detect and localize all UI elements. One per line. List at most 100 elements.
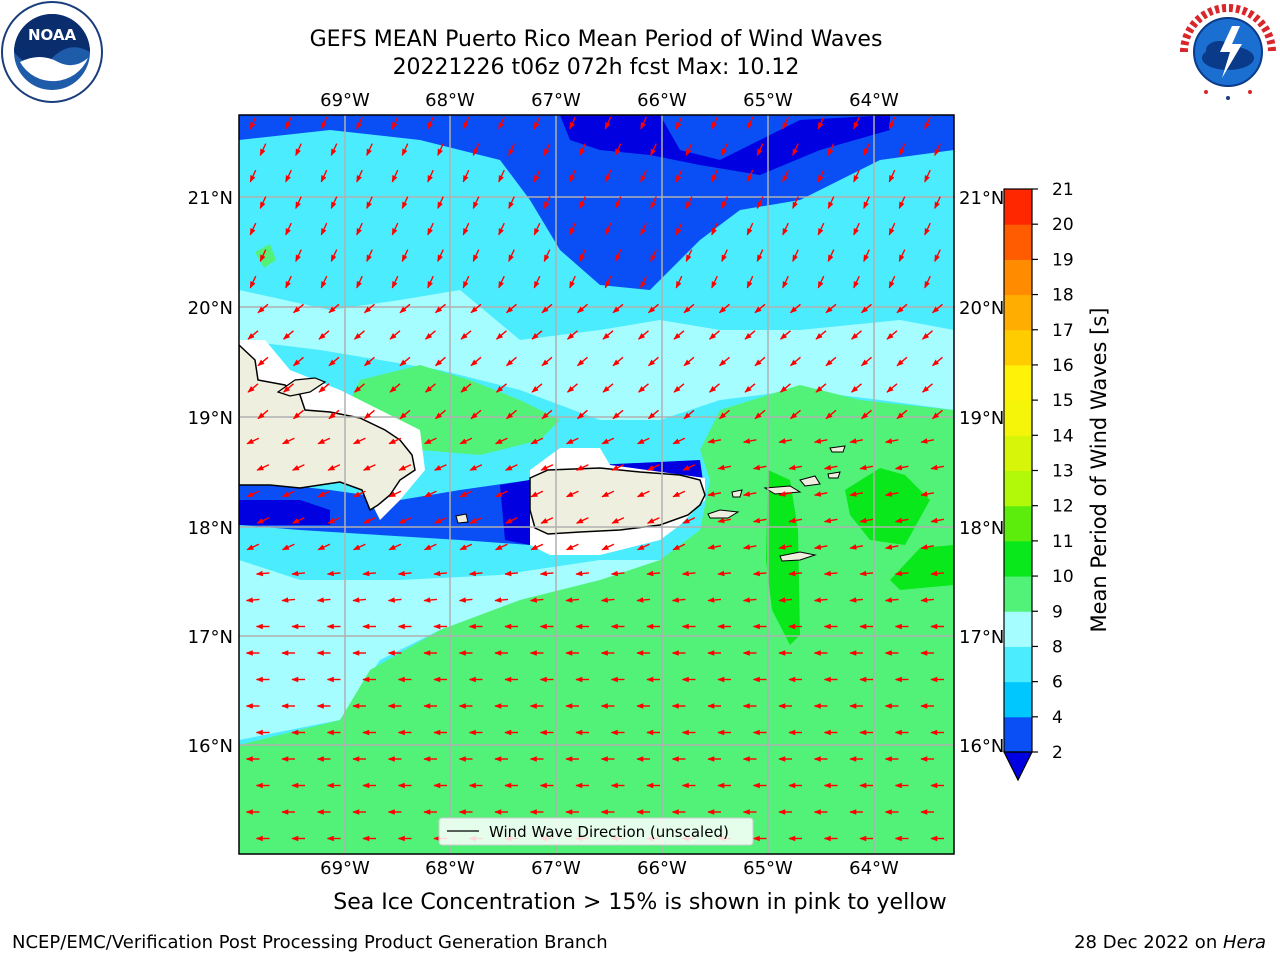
wave-direction-arrow (292, 303, 304, 314)
wave-direction-arrow (853, 169, 860, 183)
wave-direction-arrow (746, 116, 754, 130)
wave-period-field-8-9 (239, 290, 954, 420)
wave-direction-arrow (711, 275, 718, 289)
wave-direction-arrow (565, 597, 580, 603)
wave-direction-arrow (326, 570, 341, 577)
wave-direction-arrow (423, 543, 437, 551)
wave-direction-arrow (285, 275, 292, 289)
wave-direction-arrow (610, 570, 625, 577)
wave-direction-arrow (352, 490, 366, 498)
wave-direction-arrow (894, 570, 909, 577)
wave-direction-arrow (859, 570, 874, 577)
lat-label-left: 21°N (188, 188, 233, 209)
wave-direction-arrow (614, 196, 622, 210)
svg-text:NOAA: NOAA (28, 26, 77, 44)
wave-period-field-10-11-east (845, 468, 930, 545)
wave-direction-arrow (792, 249, 799, 263)
wave-direction-arrow (320, 169, 328, 183)
chart-subtitle: 20221226 t06z 072h fcst Max: 10.12 (392, 55, 800, 80)
wave-direction-arrow (752, 464, 767, 471)
wave-direction-arrow (316, 597, 331, 603)
wave-direction-arrow (827, 196, 835, 210)
wave-direction-arrow (813, 544, 828, 550)
wave-direction-arrow (646, 517, 660, 524)
wave-direction-arrow (708, 330, 720, 340)
wave-direction-arrow (683, 409, 695, 420)
wave-direction-arrow (498, 169, 505, 183)
wave-direction-arrow (327, 517, 341, 524)
wave-direction-arrow (683, 303, 695, 314)
graticule (239, 115, 954, 854)
wave-direction-arrow (458, 597, 473, 603)
wave-direction-arrow (711, 222, 718, 236)
footer-date-text: 28 Dec 2022 on (1074, 932, 1223, 953)
wave-direction-arrow (930, 517, 945, 524)
colorbar-segment (1004, 716, 1032, 753)
wave-direction-arrow (472, 143, 480, 157)
wave-direction-arrow (884, 544, 899, 550)
wave-direction-arrow (565, 490, 579, 498)
wave-direction-arrow (650, 249, 657, 263)
wave-direction-arrow (470, 303, 482, 314)
wave-direction-arrow (920, 597, 935, 603)
colorbar-segment (1004, 329, 1032, 366)
wave-direction-arrow (754, 409, 766, 420)
wave-direction-arrow (683, 356, 695, 367)
wave-direction-arrow (789, 303, 801, 314)
wave-direction-arrow (399, 356, 411, 367)
wave-direction-arrow (327, 464, 341, 471)
wave-direction-arrow (401, 196, 409, 210)
wave-direction-arrow (888, 222, 896, 236)
wave-direction-arrow (459, 543, 473, 551)
wave-direction-arrow (744, 330, 756, 340)
land-anegada (829, 445, 846, 453)
wave-direction-arrow (389, 330, 401, 340)
wave-direction-arrow (685, 143, 693, 157)
wave-direction-arrow (505, 409, 517, 420)
wave-direction-arrow (291, 517, 305, 524)
wave-direction-arrow (330, 143, 338, 157)
wave-direction-arrow (884, 597, 899, 603)
wave-direction-arrow (437, 196, 444, 210)
wave-direction-arrow (366, 143, 373, 157)
wave-direction-arrow (742, 544, 757, 550)
wave-direction-arrow (849, 438, 864, 444)
wave-direction-arrow (675, 275, 683, 289)
lon-label-top: 69°W (320, 90, 370, 111)
footer-date: 28 Dec 2022 on Hera (1074, 932, 1266, 953)
wave-direction-arrow (291, 570, 306, 577)
wave-direction-arrow (508, 143, 515, 157)
wave-direction-arrow (602, 330, 614, 340)
wave-direction-arrow (896, 303, 908, 314)
wave-direction-arrow (612, 409, 624, 420)
lon-label-top: 64°W (849, 90, 899, 111)
wave-direction-arrow (434, 303, 446, 314)
wave-direction-arrow (860, 303, 872, 314)
wave-direction-arrow (860, 409, 872, 420)
wave-direction-arrow (459, 490, 473, 498)
wave-direction-arrow (566, 330, 578, 340)
wave-direction-arrow (282, 383, 294, 393)
wave-direction-arrow (886, 383, 898, 393)
colorbar-segment (1004, 611, 1032, 647)
wave-direction-arrow (362, 570, 377, 577)
wave-direction-arrow (817, 275, 825, 289)
lon-label-bottom: 66°W (637, 858, 687, 879)
wave-direction-arrow (540, 517, 554, 524)
wave-direction-arrow (437, 143, 444, 157)
wave-direction-arrow (650, 196, 657, 210)
wave-direction-arrow (931, 409, 943, 420)
wave-direction-arrow (472, 196, 480, 210)
wave-direction-arrow (539, 570, 554, 577)
wave-direction-arrow (533, 275, 541, 289)
wave-direction-arrow (682, 517, 696, 524)
wave-direction-arrow (640, 116, 647, 130)
lat-label-left: 20°N (188, 298, 233, 319)
wave-direction-arrow (637, 330, 649, 340)
colorbar-segment (1004, 540, 1032, 577)
wave-direction-arrow (823, 464, 838, 471)
wave-direction-arrow (707, 544, 722, 550)
wave-direction-arrow (782, 222, 789, 236)
wave-direction-arrow (285, 169, 292, 183)
wave-direction-arrow (460, 330, 472, 340)
